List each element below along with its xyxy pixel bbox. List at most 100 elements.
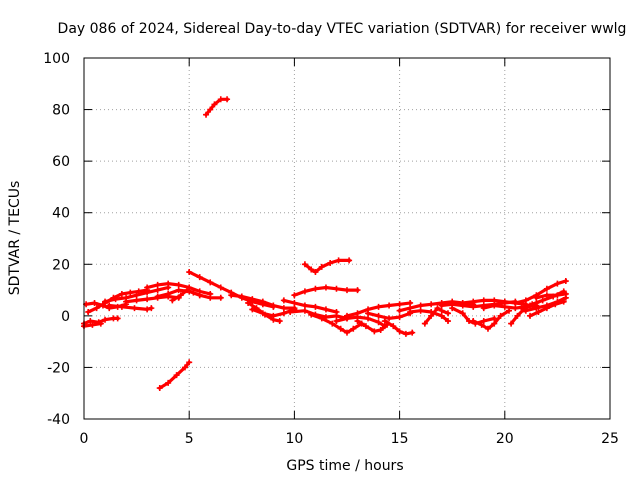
data-point — [207, 279, 214, 286]
data-point — [133, 292, 140, 299]
data-point — [421, 320, 428, 327]
data-point — [428, 301, 435, 308]
x-tick-label: 5 — [185, 431, 194, 447]
data-point — [362, 323, 369, 330]
data-point — [554, 280, 561, 287]
data-point — [276, 318, 283, 325]
data-point — [438, 302, 445, 309]
y-tick-label: 0 — [61, 309, 70, 325]
data-point — [207, 294, 214, 301]
data-point — [181, 364, 188, 371]
data-point — [186, 359, 193, 366]
data-point — [344, 329, 350, 336]
data-point — [512, 299, 519, 306]
y-tick-label: -40 — [47, 412, 70, 428]
data-point — [470, 298, 477, 305]
data-point — [396, 314, 403, 321]
data-point — [407, 299, 414, 306]
data-point — [118, 303, 125, 310]
series-arc-17-points — [280, 297, 340, 315]
data-point — [459, 310, 466, 317]
data-point — [350, 325, 357, 332]
data-point — [459, 299, 466, 306]
data-point — [112, 296, 119, 303]
data-point — [291, 292, 298, 299]
y-tick-label: 100 — [43, 51, 70, 67]
data-point — [280, 305, 287, 312]
x-axis-label: GPS time / hours — [286, 458, 403, 474]
y-tick-label: -20 — [47, 360, 70, 376]
data-point — [217, 96, 224, 103]
series-arc-40 — [534, 292, 568, 300]
x-tick-label: 20 — [496, 431, 514, 447]
data-point — [344, 312, 350, 319]
data-point — [543, 305, 550, 312]
data-point — [131, 305, 138, 312]
data-point — [123, 298, 130, 305]
data-point — [354, 310, 361, 317]
data-point — [491, 315, 498, 322]
data-point — [522, 297, 529, 304]
data-point — [396, 328, 403, 335]
data-point — [175, 281, 182, 288]
data-point — [543, 292, 550, 299]
data-point — [211, 101, 218, 108]
data-point — [514, 312, 521, 319]
data-point — [491, 320, 498, 327]
data-point — [318, 263, 325, 270]
data-point — [375, 303, 382, 310]
data-point — [175, 287, 182, 294]
data-point — [365, 310, 372, 317]
data-point — [444, 318, 451, 325]
data-point — [102, 316, 109, 323]
grid-layer — [84, 58, 610, 419]
data-point — [337, 325, 344, 332]
data-point — [333, 312, 340, 319]
data-point — [270, 312, 277, 319]
data-point — [501, 298, 508, 305]
y-tick-label: 80 — [52, 103, 70, 119]
data-point — [543, 285, 550, 292]
series-arc-11-points — [156, 359, 193, 392]
data-point — [259, 298, 266, 305]
data-point — [154, 293, 161, 300]
x-tick-label: 15 — [391, 431, 409, 447]
data-point — [312, 269, 319, 276]
data-point — [308, 266, 315, 273]
data-point — [470, 318, 477, 325]
data-point — [224, 96, 231, 103]
data-point — [312, 303, 319, 310]
data-point — [518, 305, 525, 312]
data-point — [377, 327, 384, 334]
data-point — [365, 315, 372, 322]
series-arc-21-points — [308, 311, 365, 336]
series-arc-19-points — [291, 284, 361, 299]
tick-layer — [83, 57, 611, 420]
data-point — [196, 292, 203, 299]
data-point — [127, 289, 134, 296]
data-point — [322, 306, 329, 313]
data-point — [144, 284, 151, 291]
series-arc-10-points — [169, 287, 203, 304]
series-layer — [81, 96, 569, 392]
data-point — [386, 302, 393, 309]
data-point — [501, 303, 508, 310]
series-arc-13 — [203, 97, 229, 117]
data-point — [562, 290, 569, 297]
data-point — [396, 307, 403, 314]
chart-title: Day 086 of 2024, Sidereal Day-to-day VTE… — [58, 21, 627, 37]
data-point — [491, 297, 498, 304]
y-tick-label: 40 — [52, 206, 70, 222]
data-point — [291, 299, 298, 306]
data-point — [144, 306, 151, 313]
x-tick-label: 25 — [601, 431, 619, 447]
data-point — [133, 297, 140, 304]
x-tick-label: 0 — [80, 431, 89, 447]
data-point — [259, 310, 266, 317]
data-point — [554, 292, 561, 299]
data-point — [165, 379, 172, 386]
series-arc-26-points — [365, 310, 414, 322]
data-point — [87, 318, 94, 325]
data-point — [344, 287, 350, 294]
